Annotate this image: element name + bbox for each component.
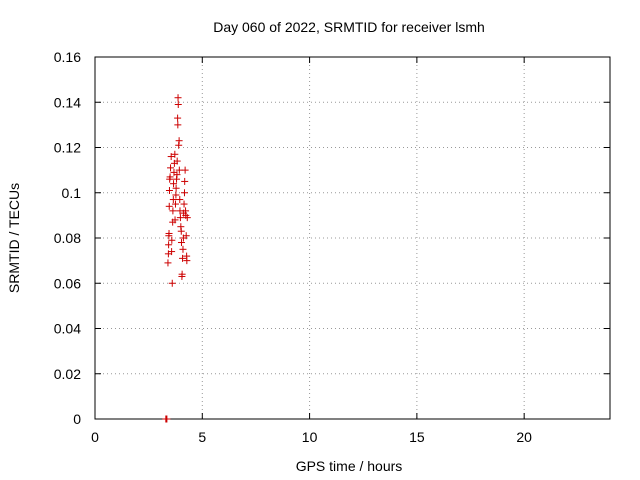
data-point <box>176 214 184 222</box>
data-point <box>181 177 189 185</box>
x-axis: 0 5 10 15 20 <box>91 57 532 445</box>
data-point <box>180 200 188 208</box>
data-point <box>165 186 173 194</box>
data-point <box>183 214 191 222</box>
data-point <box>168 236 176 244</box>
y-axis-label: SRMTID / TECUs <box>6 183 22 293</box>
data-point <box>182 232 190 240</box>
data-point <box>179 245 187 253</box>
y-tick-label: 0.02 <box>54 366 81 382</box>
data-point <box>173 157 181 165</box>
data-point <box>177 227 185 235</box>
data-point <box>173 171 181 179</box>
data-point <box>172 191 180 199</box>
data-point <box>171 200 179 208</box>
x-tick-label: 5 <box>198 429 206 445</box>
data-point <box>166 173 174 181</box>
data-point <box>183 257 191 265</box>
x-axis-label: GPS time / hours <box>296 458 403 474</box>
data-point <box>168 248 176 256</box>
data-point <box>167 153 175 161</box>
data-point <box>174 94 182 102</box>
data-point <box>175 137 183 145</box>
data-point <box>167 164 175 172</box>
data-point <box>174 114 182 122</box>
grid <box>95 57 610 419</box>
data-point <box>169 196 177 204</box>
y-tick-label: 0.06 <box>54 275 81 291</box>
data-point <box>165 241 173 249</box>
data-point <box>181 166 189 174</box>
data-point <box>180 189 188 197</box>
y-tick-label: 0.04 <box>54 321 81 337</box>
data-point <box>165 202 173 210</box>
y-tick-label: 0.12 <box>54 140 81 156</box>
data-point <box>168 279 176 287</box>
data-point <box>165 229 173 237</box>
data-point <box>169 207 177 215</box>
data-point <box>177 239 185 247</box>
data-point <box>176 196 184 204</box>
data-point <box>179 254 187 262</box>
data-point <box>174 101 182 109</box>
data-points <box>162 94 191 423</box>
data-point <box>164 259 172 267</box>
y-tick-label: 0 <box>73 411 81 427</box>
x-tick-label: 0 <box>91 429 99 445</box>
x-tick-label: 10 <box>302 429 318 445</box>
data-point <box>178 270 186 278</box>
data-point <box>171 150 179 158</box>
data-point <box>170 180 178 188</box>
data-point <box>171 216 179 224</box>
y-tick-label: 0.16 <box>54 49 81 65</box>
y-tick-label: 0.14 <box>54 94 81 110</box>
chart-title: Day 060 of 2022, SRMTID for receiver lsm… <box>213 19 485 35</box>
x-tick-label: 15 <box>409 429 425 445</box>
data-point <box>174 121 182 129</box>
y-tick-label: 0.1 <box>62 185 82 201</box>
data-point <box>163 415 171 423</box>
y-tick-label: 0.08 <box>54 230 81 246</box>
x-tick-label: 20 <box>516 429 532 445</box>
y-axis: 0 0.02 0.04 0.06 0.08 0.1 0.12 0.14 0.16 <box>54 49 610 427</box>
data-point <box>172 184 180 192</box>
